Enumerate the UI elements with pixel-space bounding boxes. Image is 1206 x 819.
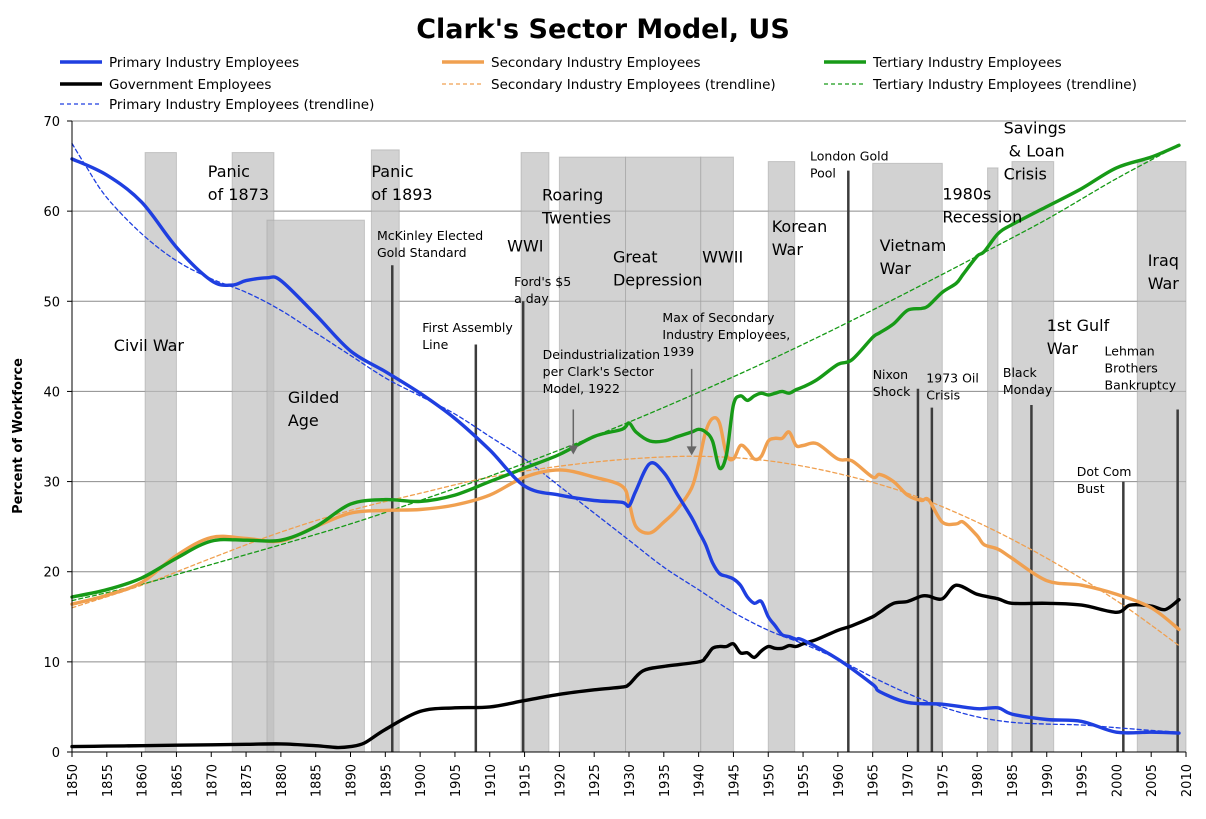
annotation: First Assembly Line (422, 320, 513, 352)
shaded-periods (144, 149, 1187, 753)
x-tick-label: 1860 (136, 764, 151, 797)
shaded-period (625, 156, 702, 753)
legend-label: Tertiary Industry Employees (872, 55, 1062, 71)
annotation: Vietnam War (880, 236, 947, 278)
annotation: Roaring Twenties (541, 185, 611, 227)
annotation: McKinley Elected Gold Standard (377, 228, 483, 260)
annotation: Lehman Brothers Bankruptcy (1105, 343, 1177, 392)
shaded-period (987, 167, 999, 753)
shaded-period (370, 149, 400, 753)
annotation: Nixon Shock (873, 367, 911, 399)
x-tick-label: 1950 (762, 764, 777, 797)
x-tick-label: 1975 (936, 764, 951, 797)
x-tick-label: 1900 (414, 764, 429, 797)
x-tick-label: 1890 (345, 764, 360, 797)
x-tick-label: 1970 (902, 764, 917, 797)
x-tick-label: 1915 (519, 764, 534, 797)
x-tick-label: 1870 (205, 764, 220, 797)
y-tick-label: 40 (43, 385, 60, 400)
annotations: Civil War Panic of 1873 Gilded Age Panic of 18… (114, 119, 1180, 497)
y-axis-label: Percent of Workforce (11, 358, 26, 514)
y-tick-label: 10 (43, 656, 60, 671)
annotation: Deindustrialization per Clark's Sector Mod… (543, 347, 660, 396)
y-tick-label: 60 (43, 205, 60, 220)
x-tick-label: 1880 (275, 764, 290, 797)
series-line-6 (71, 455, 1180, 647)
x-tick-label: 1940 (693, 764, 708, 797)
x-tick-label: 1995 (1076, 764, 1091, 797)
annotation: 1st Gulf War (1047, 316, 1110, 358)
x-tick-label: 1885 (310, 764, 325, 797)
shaded-period (520, 152, 550, 753)
shaded-period (266, 219, 365, 753)
annotation: Iraq War (1148, 251, 1180, 293)
chart-title: Clark's Sector Model, US (416, 14, 790, 45)
series-lines (70, 142, 1181, 750)
y-tick-label: 0 (52, 746, 60, 761)
x-tick-label: 2010 (1180, 764, 1195, 797)
annotation: Black Monday (1003, 365, 1053, 397)
legend-label: Primary Industry Employees (trendline) (109, 97, 374, 113)
y-tick-label: 30 (43, 476, 60, 491)
x-tick-label: 1910 (484, 764, 499, 797)
legend-label: Secondary Industry Employees (491, 55, 701, 71)
legend: Primary Industry Employees Secondary Indu… (60, 55, 1137, 113)
legend-label: Government Employees (109, 77, 271, 93)
annotation: Korean War (772, 217, 828, 259)
annotation: Gilded Age (288, 388, 339, 430)
x-tick-label: 2005 (1145, 764, 1160, 797)
annotation: Panic of 1893 (371, 162, 432, 204)
x-tick-label: 1895 (379, 764, 394, 797)
x-tick-label: 1850 (66, 764, 81, 797)
y-tick-label: 50 (43, 295, 60, 310)
x-tick-label: 2000 (1110, 764, 1125, 797)
legend-label: Primary Industry Employees (109, 55, 299, 71)
series-line-4 (70, 583, 1181, 750)
shaded-period (558, 156, 627, 753)
shaded-period (144, 152, 177, 753)
y-tick-label: 20 (43, 566, 60, 581)
x-tick-label: 1935 (658, 764, 673, 797)
annotation: 1973 Oil Crisis (926, 370, 979, 402)
shaded-period (1011, 161, 1055, 753)
x-tick-label: 1865 (170, 764, 185, 797)
x-tick-label: 1980 (971, 764, 986, 797)
x-tick-label: 1930 (623, 764, 638, 797)
series-line-1 (70, 157, 1181, 735)
x-tick-label: 1925 (588, 764, 603, 797)
x-tick-label: 1990 (1041, 764, 1056, 797)
legend-label: Secondary Industry Employees (trendline) (491, 77, 776, 93)
arrow-head (568, 445, 579, 455)
annotation: 1980s Recession (942, 184, 1022, 226)
series-line-3 (70, 143, 1181, 599)
x-tick-label: 1985 (1006, 764, 1021, 797)
annotation: Panic of 1873 (208, 162, 269, 204)
series-line-2 (70, 415, 1181, 632)
x-tick-label: 1955 (797, 764, 812, 797)
x-tick-label: 1965 (867, 764, 882, 797)
y-tick-label: 70 (43, 115, 60, 130)
annotation: Max of Secondary Industry Employees, 1939 (662, 310, 790, 359)
x-tick-label: 1875 (240, 764, 255, 797)
annotation: Dot Com Bust (1077, 464, 1132, 496)
axes: 0 10 20 30 40 50 60 70 1850 1855 1860 1865 1870 1875 1… (43, 115, 1195, 797)
x-tick-label: 1920 (553, 764, 568, 797)
legend-label: Tertiary Industry Employees (trendline) (872, 77, 1137, 93)
arrow-head (686, 446, 697, 456)
x-tick-label: 1855 (101, 764, 116, 797)
annotation: London Gold Pool (810, 149, 889, 181)
annotation: Savings & Loan Crisis (1004, 119, 1067, 184)
x-tick-label: 1945 (727, 764, 742, 797)
x-tick-label: 1905 (449, 764, 464, 797)
annotation: Civil War (114, 336, 185, 355)
shaded-period (767, 161, 796, 753)
annotation: Ford's $5 a day (514, 274, 571, 306)
annotation: Great Depression (613, 248, 702, 290)
annotation: WWI (507, 237, 543, 256)
x-tick-label: 1960 (832, 764, 847, 797)
annotation: WWII (702, 248, 743, 267)
